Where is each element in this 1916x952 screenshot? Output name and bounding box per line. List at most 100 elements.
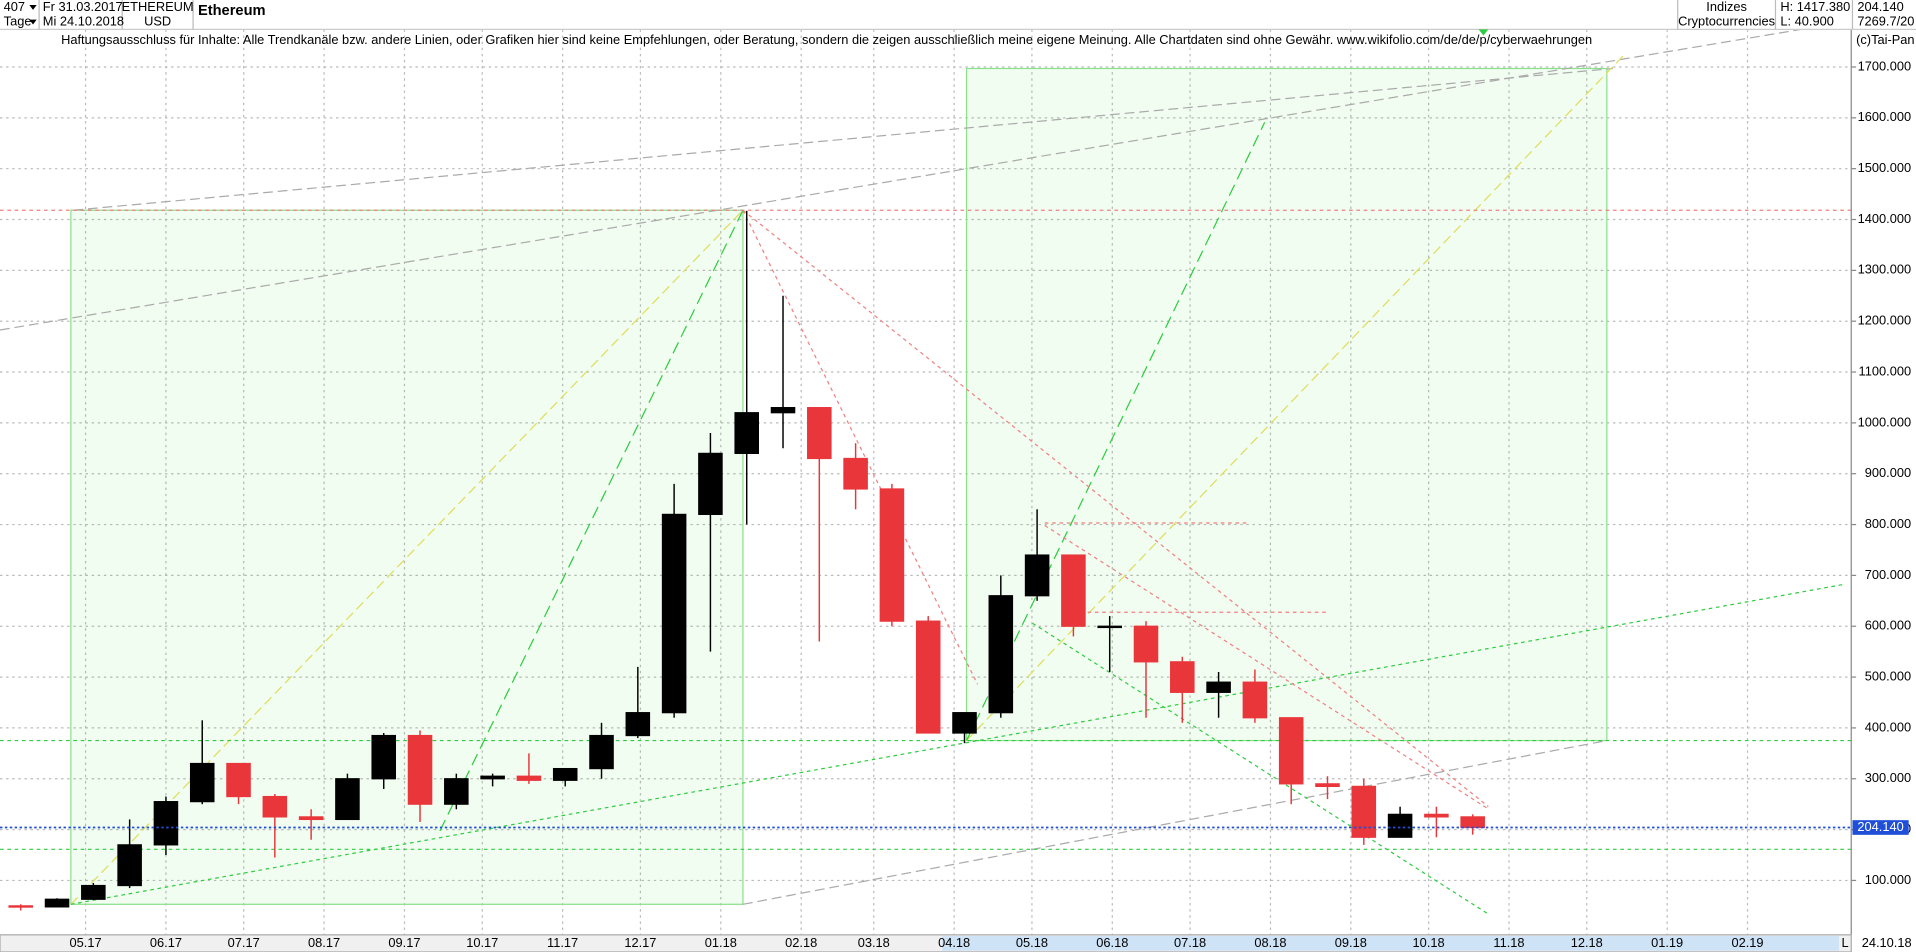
instrument-name: Ethereum bbox=[198, 3, 266, 19]
dropdown-arrow[interactable] bbox=[29, 19, 37, 25]
grid bbox=[0, 29, 1852, 935]
x-axis-highlight bbox=[942, 936, 1840, 951]
candle-body bbox=[335, 778, 360, 821]
candle-body bbox=[1315, 783, 1340, 787]
x-tick-label: 01.18 bbox=[705, 935, 737, 950]
trend-line bbox=[439, 209, 744, 832]
y-tick-label: 500.000 bbox=[1865, 668, 1911, 683]
y-tick-label: 1200.000 bbox=[1858, 313, 1912, 328]
x-tick-label: 12.17 bbox=[624, 935, 656, 950]
candle-body bbox=[8, 905, 34, 908]
dropdown-arrow[interactable] bbox=[29, 4, 37, 10]
candle-body bbox=[1206, 681, 1231, 693]
x-tick-label: 08.17 bbox=[308, 935, 340, 950]
x-tick-label: 05.18 bbox=[1016, 935, 1048, 950]
x-tick-label: 10.17 bbox=[466, 935, 498, 950]
candle-body bbox=[44, 898, 70, 908]
x-tick-label: 01.19 bbox=[1651, 935, 1683, 950]
candle-body bbox=[843, 457, 868, 490]
y-tick-label: 1600.000 bbox=[1858, 109, 1912, 124]
candle-body bbox=[298, 816, 324, 821]
y-axis: 100.000200.000300.000400.000500.000600.0… bbox=[1851, 58, 1912, 887]
symbol: ETHEREUM bbox=[122, 0, 194, 14]
candle-body bbox=[589, 734, 614, 770]
trend-line bbox=[1032, 622, 1489, 915]
candle-body bbox=[1133, 625, 1159, 663]
y-tick-label: 100.000 bbox=[1865, 872, 1911, 887]
subgroup: Cryptocurrencies bbox=[1678, 13, 1775, 28]
y-tick-label: 300.000 bbox=[1865, 770, 1911, 785]
date-from: Fr 31.03.2017 bbox=[43, 0, 123, 14]
candle-body bbox=[1460, 816, 1485, 829]
x-tick-label: 12.18 bbox=[1571, 935, 1603, 950]
drawings bbox=[0, 21, 1852, 915]
candle-body bbox=[1278, 717, 1304, 785]
candles bbox=[0, 210, 1852, 911]
candle-body bbox=[770, 407, 796, 414]
header-separators bbox=[38, 0, 1854, 30]
box bbox=[70, 209, 744, 905]
candle-body bbox=[879, 488, 905, 622]
last-price-label: 204.140 bbox=[1857, 819, 1903, 834]
x-tick-label: 06.18 bbox=[1096, 935, 1128, 950]
y-tick-label: 700.000 bbox=[1865, 567, 1911, 582]
candle-body bbox=[807, 407, 832, 460]
x-axis: 05.17 06.17 07.17 08.17 09.17 10.17 11.17 12.17… bbox=[70, 935, 1764, 950]
candle-body bbox=[189, 762, 215, 803]
x-tick-label: 06.17 bbox=[150, 935, 182, 950]
y-tick-label: 1700.000 bbox=[1858, 58, 1912, 73]
candle-body bbox=[1170, 661, 1195, 693]
candle-body bbox=[1424, 813, 1449, 818]
x-tick-label: 02.19 bbox=[1731, 935, 1763, 950]
x-tick-label: 04.18 bbox=[938, 935, 970, 950]
candle-body bbox=[226, 762, 251, 798]
candle-body bbox=[371, 734, 397, 780]
last-price-box bbox=[1852, 820, 1909, 835]
candle-body bbox=[661, 513, 687, 714]
candle-body bbox=[915, 620, 941, 734]
footer-marker: L bbox=[1842, 935, 1849, 950]
candle-body bbox=[552, 767, 578, 781]
period[interactable]: Tage bbox=[4, 13, 32, 28]
candle-body bbox=[480, 775, 505, 780]
candle-body bbox=[625, 712, 651, 737]
trend-line bbox=[966, 121, 1266, 741]
candle-body bbox=[1097, 625, 1122, 629]
x-tick-label: 07.18 bbox=[1174, 935, 1206, 950]
bars-count[interactable]: 407 bbox=[4, 0, 25, 14]
x-tick-label: 08.18 bbox=[1254, 935, 1286, 950]
y-tick-label: 1300.000 bbox=[1858, 262, 1912, 277]
trend-line bbox=[742, 209, 979, 685]
disclaimer: Haftungsausschluss für Inhalte: Alle Tre… bbox=[61, 32, 1592, 47]
candle-body bbox=[153, 801, 179, 846]
high-value: H: 1417.380 bbox=[1780, 0, 1850, 14]
candle-body bbox=[516, 775, 542, 781]
y-tick-label: 800.000 bbox=[1865, 516, 1911, 531]
last-value: 204.140 bbox=[1857, 0, 1903, 14]
x-tick-label: 03.18 bbox=[858, 935, 890, 950]
y-tick-label: 1100.000 bbox=[1859, 363, 1912, 378]
group: Indizes bbox=[1706, 0, 1747, 14]
candle-body bbox=[1351, 785, 1377, 838]
footer-date: 24.10.18 bbox=[1862, 935, 1912, 950]
header-bar bbox=[0, 0, 1916, 30]
x-tick-label: 11.18 bbox=[1493, 935, 1524, 950]
y-tick-label: 1000.000 bbox=[1858, 414, 1912, 429]
y-tick-label: 400.000 bbox=[1865, 719, 1911, 734]
x-tick-label: 10.18 bbox=[1413, 935, 1445, 950]
candle-body bbox=[1387, 813, 1413, 838]
date-to: Mi 24.10.2018 bbox=[43, 13, 124, 28]
y-tick-label: 600.000 bbox=[1865, 618, 1911, 633]
candle-body bbox=[698, 452, 723, 516]
candle-body bbox=[1061, 554, 1086, 627]
candle-body bbox=[734, 412, 759, 454]
x-tick-label: 02.18 bbox=[785, 935, 817, 950]
x-tick-label: 05.17 bbox=[70, 935, 102, 950]
candle-body bbox=[262, 795, 288, 818]
trend-line bbox=[966, 53, 1626, 741]
currency: USD bbox=[144, 13, 171, 28]
trend-line bbox=[0, 21, 1846, 331]
